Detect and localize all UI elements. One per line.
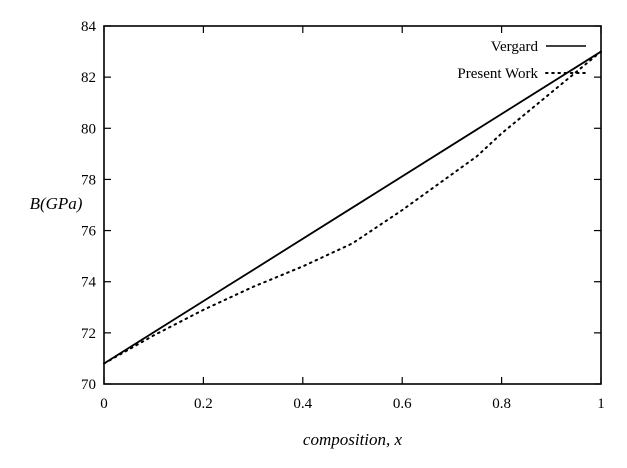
y-tick-label: 80 <box>81 121 96 137</box>
y-tick-label: 74 <box>81 275 97 291</box>
y-tick-label: 76 <box>81 224 97 240</box>
y-tick-label: 72 <box>81 326 96 342</box>
x-axis-label: composition, x <box>303 430 403 449</box>
legend: Vergard Present Work <box>457 39 587 82</box>
x-tick-label: 0.6 <box>393 396 412 412</box>
series-layer <box>103 50 602 365</box>
legend-label-vergard: Vergard <box>491 39 539 55</box>
y-tick-label: 78 <box>81 172 96 188</box>
legend-label-present-work: Present Work <box>457 66 538 82</box>
x-tick-label: 0.2 <box>194 396 213 412</box>
x-tick-label: 1 <box>597 396 605 412</box>
y-axis-label: B(GPa) <box>30 194 83 213</box>
x-tick-label: 0 <box>100 396 108 412</box>
axes: 0 0.2 0.4 0.6 0.8 1 70 72 74 76 78 80 82 84 <box>81 19 605 412</box>
series-line-vergard <box>103 50 602 365</box>
y-tick-label: 70 <box>81 377 96 393</box>
y-tick-label: 84 <box>81 19 97 35</box>
y-tick-label: 82 <box>81 70 96 86</box>
plot-frame <box>103 25 602 385</box>
x-tick-label: 0.4 <box>293 396 312 412</box>
series-line-present-work <box>103 50 602 365</box>
x-tick-label: 0.8 <box>492 396 511 412</box>
